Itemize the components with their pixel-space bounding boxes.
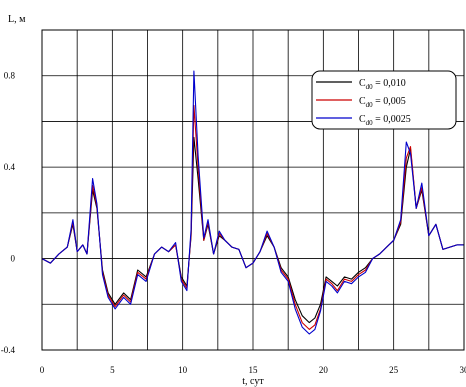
x-tick-label: 0 [40,365,45,375]
y-tick-label: -0.4 [1,345,16,355]
x-tick-labels: 0 5 10 15 20 25 30 [40,365,466,375]
y-tick-label: 0 [11,254,16,264]
series-lines [41,70,464,335]
legend-label: Cd0 = 0,010 [359,78,406,91]
y-tick-label: 0.8 [4,71,16,81]
x-tick-label: 20 [319,365,329,375]
y-tick-labels: -0.4 0 0.4 0.8 [1,71,16,355]
y-tick-label: 0.4 [4,162,16,172]
x-tick-label: 15 [249,365,259,375]
series-line-3 [41,70,464,335]
legend: Cd0 = 0,010 Cd0 = 0,005 Cd0 = 0,0025 [311,70,457,130]
x-tick-label: 30 [460,365,466,375]
x-tick-label: 5 [110,365,115,375]
legend-box [311,70,457,130]
x-tick-label: 25 [389,365,399,375]
x-tick-label: 10 [178,365,188,375]
y-axis-label: L, м [8,14,26,25]
legend-label: Cd0 = 0,005 [359,96,406,109]
legend-label: Cd0 = 0,0025 [359,114,411,127]
plot-frame [41,29,465,351]
x-axis-label: t, сут [242,376,264,387]
